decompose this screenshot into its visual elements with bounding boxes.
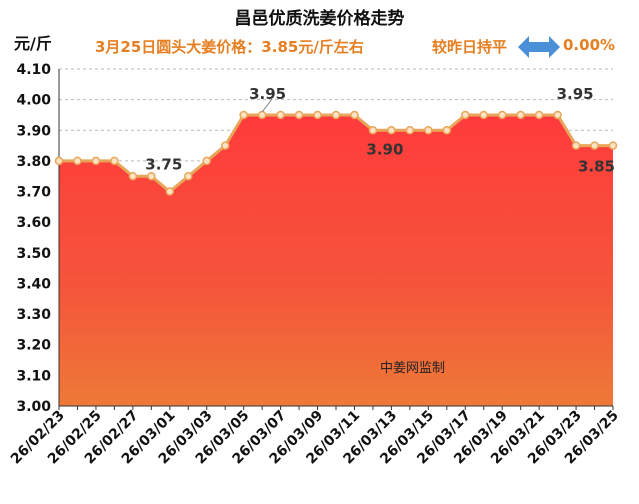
- data-point: [553, 110, 562, 120]
- data-point: [424, 126, 433, 135]
- data-point: [257, 110, 267, 120]
- data-point: [350, 110, 359, 120]
- data-point: [313, 110, 322, 120]
- data-label: 3.95: [557, 85, 594, 103]
- data-label: 3.95: [249, 85, 286, 103]
- data-point: [590, 141, 599, 150]
- data-point: [608, 141, 618, 150]
- data-point: [331, 110, 341, 120]
- data-point: [91, 156, 101, 166]
- data-label: 3.75: [145, 156, 182, 174]
- y-tick-label: 3.60: [16, 215, 51, 231]
- data-point: [165, 187, 175, 196]
- y-tick-label: 3.10: [16, 368, 51, 384]
- data-point: [128, 171, 138, 181]
- data-point: [497, 110, 507, 120]
- watermark-text: 中姜网监制: [380, 361, 446, 376]
- data-point: [387, 126, 396, 135]
- y-tick-label: 3.20: [16, 338, 51, 354]
- leader-line: [261, 98, 273, 113]
- data-point: [54, 156, 64, 166]
- y-tick-label: 4.00: [16, 93, 51, 109]
- change-percent: 0.00%: [563, 36, 616, 54]
- data-point: [202, 156, 211, 166]
- data-point: [571, 141, 581, 150]
- y-tick-label: 3.70: [16, 185, 51, 201]
- data-point: [479, 110, 488, 120]
- y-tick-label: 3.40: [16, 276, 51, 292]
- data-point: [368, 126, 378, 135]
- price-subtitle: 3月25日圆头大姜价格：3.85元/斤左右: [95, 38, 364, 56]
- y-tick-label: 3.90: [16, 123, 51, 139]
- data-point: [110, 156, 119, 166]
- data-point: [276, 110, 285, 120]
- data-label: 3.90: [366, 140, 403, 158]
- data-point: [534, 110, 544, 120]
- left-right-arrow-icon: [518, 36, 560, 58]
- y-tick-label: 3.50: [16, 246, 51, 262]
- data-point: [147, 171, 156, 181]
- data-point: [442, 126, 452, 135]
- data-point: [461, 110, 470, 120]
- data-point: [239, 110, 248, 120]
- data-point: [516, 110, 525, 120]
- y-tick-label: 4.10: [16, 62, 51, 78]
- chart-title: 昌邑优质洗姜价格走势: [234, 9, 405, 29]
- data-point: [220, 141, 230, 150]
- data-point: [73, 156, 82, 166]
- y-tick-label: 3.30: [16, 307, 51, 323]
- unit-label: 元/斤: [14, 34, 52, 53]
- data-point: [405, 126, 415, 135]
- y-tick-label: 3.80: [16, 154, 51, 170]
- area-fill: [59, 114, 613, 407]
- y-tick-label: 3.00: [16, 399, 51, 415]
- data-label: 3.85: [578, 158, 615, 176]
- trend-label: 较昨日持平: [432, 38, 508, 56]
- data-point: [294, 110, 304, 120]
- data-point: [184, 171, 193, 181]
